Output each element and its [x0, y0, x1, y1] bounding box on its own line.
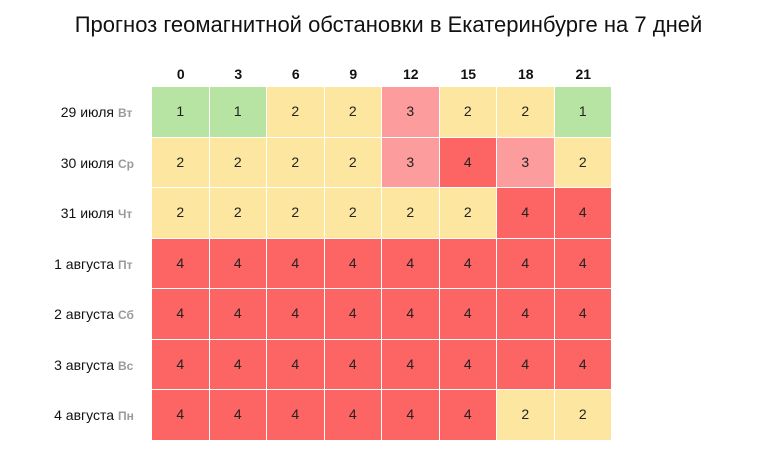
heatmap-cell: 4 — [554, 339, 612, 390]
row-label: 2 августа Сб — [0, 289, 142, 340]
heatmap-cell: 2 — [267, 87, 325, 138]
column-header: 18 — [517, 66, 534, 82]
heatmap-cell: 4 — [152, 339, 210, 390]
heatmap-cell: 4 — [439, 289, 497, 340]
heatmap-cell: 4 — [439, 238, 497, 289]
row-date: 31 июля — [60, 205, 114, 221]
column-header: 6 — [291, 66, 300, 82]
row-label: 1 августа Пт — [0, 239, 142, 290]
row-weekday: Чт — [118, 207, 133, 221]
heatmap-cell: 1 — [554, 87, 612, 138]
heatmap-cell: 2 — [267, 188, 325, 239]
heatmap-cell: 4 — [267, 238, 325, 289]
heatmap-cell: 4 — [382, 238, 440, 289]
column-header: 12 — [402, 66, 419, 82]
row-weekday: Пн — [118, 409, 134, 423]
row-weekday: Сб — [118, 308, 134, 322]
heatmap-cell: 2 — [209, 137, 267, 188]
heatmap-cell: 2 — [497, 390, 555, 441]
column-header: 15 — [460, 66, 477, 82]
heatmap-cell: 3 — [497, 137, 555, 188]
column-header: 3 — [234, 66, 243, 82]
row-label: 30 июля Ср — [0, 138, 142, 189]
row-label: 4 августа Пн — [0, 390, 142, 441]
heatmap-cell: 4 — [267, 289, 325, 340]
heatmap-cell: 4 — [152, 238, 210, 289]
heatmap-cell: 4 — [382, 289, 440, 340]
heatmap-cell: 2 — [382, 188, 440, 239]
heatmap-cell: 2 — [152, 137, 210, 188]
column-header: 21 — [575, 66, 592, 82]
heatmap-cell: 1 — [209, 87, 267, 138]
heatmap-cell: 4 — [439, 137, 497, 188]
heatmap-cell: 4 — [382, 339, 440, 390]
row-label: 31 июля Чт — [0, 188, 142, 239]
heatmap-cell: 4 — [209, 390, 267, 441]
heatmap-cell: 2 — [324, 87, 382, 138]
heatmap-cell: 4 — [152, 390, 210, 441]
heatmap-cell: 4 — [497, 238, 555, 289]
heatmap-cell: 2 — [554, 390, 612, 441]
heatmap-cell: 4 — [324, 339, 382, 390]
heatmap-cell: 2 — [554, 137, 612, 188]
row-weekday: Вт — [118, 106, 133, 120]
heatmap-cell: 4 — [324, 390, 382, 441]
row-weekday: Вс — [118, 358, 134, 373]
heatmap-cell: 4 — [439, 339, 497, 390]
row-date: 3 августа — [54, 356, 114, 373]
heatmap-cell: 3 — [382, 137, 440, 188]
row-label: 29 июля Вт — [0, 87, 142, 138]
heatmap-cell: 3 — [382, 87, 440, 138]
heatmap-cell: 2 — [152, 188, 210, 239]
column-header: 9 — [349, 66, 358, 82]
row-date: 2 августа — [54, 306, 114, 322]
heatmap-cell: 4 — [152, 289, 210, 340]
row-date: 4 августа — [54, 407, 114, 423]
heatmap-cell: 2 — [267, 137, 325, 188]
heatmap-cell: 4 — [382, 390, 440, 441]
heatmap-cell: 2 — [209, 188, 267, 239]
row-label: 3 августа Вс — [0, 340, 142, 391]
heatmap-cell: 2 — [324, 188, 382, 239]
heatmap-cell: 4 — [209, 238, 267, 289]
heatmap-cell: 2 — [439, 87, 497, 138]
heatmap-cell: 2 — [324, 137, 382, 188]
heatmap-cell: 4 — [554, 289, 612, 340]
heatmap-cell: 4 — [497, 188, 555, 239]
row-date: 29 июля — [60, 104, 114, 120]
heatmap-cell: 4 — [439, 390, 497, 441]
row-weekday: Пт — [118, 257, 133, 272]
column-header: 0 — [176, 66, 185, 82]
heatmap-cell: 4 — [554, 238, 612, 289]
heatmap-cell: 4 — [267, 339, 325, 390]
chart-title: Прогноз геомагнитной обстановки в Екатер… — [74, 12, 703, 37]
heatmap-cell: 4 — [209, 289, 267, 340]
heatmap-cell: 1 — [152, 87, 210, 138]
row-date: 1 августа — [54, 255, 114, 272]
heatmap-cell: 4 — [209, 339, 267, 390]
heatmap-cell: 4 — [497, 289, 555, 340]
heatmap-cell: 4 — [497, 339, 555, 390]
heatmap-cell: 4 — [554, 188, 612, 239]
row-weekday: Ср — [118, 156, 134, 171]
row-date: 30 июля — [60, 154, 114, 171]
heatmap-cell: 2 — [497, 87, 555, 138]
heatmap-cell: 2 — [439, 188, 497, 239]
heatmap-cell: 4 — [324, 289, 382, 340]
heatmap-cell: 4 — [267, 390, 325, 441]
heatmap-cell: 4 — [324, 238, 382, 289]
